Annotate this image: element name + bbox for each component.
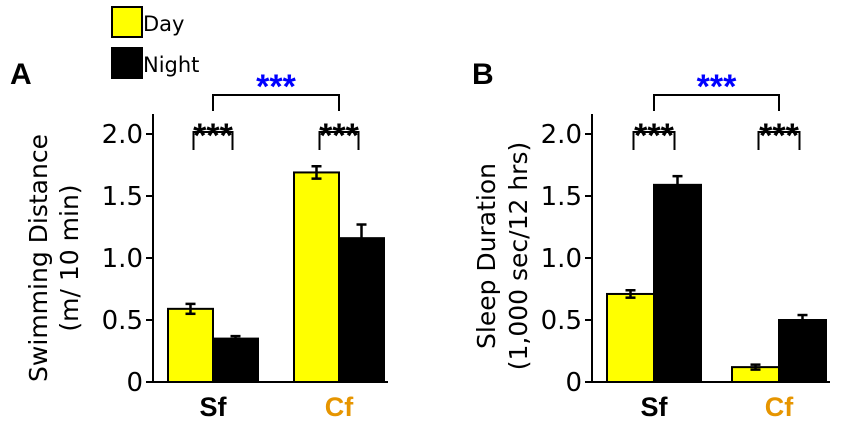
legend-swatch-night <box>111 47 143 79</box>
significance-stars-cf: *** <box>319 117 359 155</box>
y-tick-label: 0.5 <box>102 306 143 336</box>
panel-a: A Swimming Distance (m/ 10 min) 0 0.5 1.0 1.5 2… <box>10 58 388 422</box>
bar-night-sf <box>653 183 702 383</box>
y-tick-label: 0 <box>126 368 143 398</box>
significance-bracket-between <box>212 94 340 111</box>
legend-label-night: Night <box>143 53 199 77</box>
significance-stars-cf: *** <box>759 117 799 155</box>
y-tick-label: 1.0 <box>102 244 143 274</box>
category-label-sf: Sf <box>200 392 228 422</box>
significance-stars-between: *** <box>256 68 296 106</box>
significance-bracket-cf <box>318 131 360 150</box>
y-tick-label: 2.0 <box>102 120 143 150</box>
significance-bracket-sf <box>632 131 676 150</box>
significance-stars-between: *** <box>697 68 737 106</box>
y-axis-label: Swimming Distance <box>24 134 53 382</box>
y-axis-label-units: (1,000 sec/12 hrs) <box>504 142 533 371</box>
y-tick-label: 1.0 <box>541 244 582 274</box>
y-tick-label: 1.5 <box>102 182 143 212</box>
bar-night-cf <box>778 319 827 383</box>
significance-bracket-cf <box>757 131 801 150</box>
panel-b: B Sleep Duration (1,000 sec/12 hrs) 0 0.5 1.0… <box>472 58 830 422</box>
y-tick-label: 0 <box>565 368 582 398</box>
bar-day-sf <box>606 292 655 383</box>
legend-swatch-day <box>111 6 143 38</box>
y-tick-label: 2.0 <box>541 120 582 150</box>
legend: Day Night <box>111 6 199 79</box>
category-label-sf: Sf <box>641 392 669 422</box>
bar-night-cf <box>338 237 385 383</box>
bar-night-sf <box>212 337 259 384</box>
bar-day-cf <box>293 171 340 383</box>
bar-day-sf <box>167 307 214 383</box>
category-label-cf: Cf <box>325 392 354 422</box>
significance-stars-sf: *** <box>193 117 233 155</box>
category-label-cf: Cf <box>765 392 794 422</box>
y-tick-label: 0.5 <box>541 306 582 336</box>
legend-label-day: Day <box>143 12 184 36</box>
significance-stars-sf: *** <box>634 117 674 155</box>
panel-label: A <box>10 58 32 91</box>
y-axis-label-units: (m/ 10 min) <box>55 184 84 331</box>
significance-bracket-between <box>653 94 780 111</box>
y-axis-label: Sleep Duration <box>472 163 501 349</box>
significance-bracket-sf <box>192 131 234 150</box>
y-tick-label: 1.5 <box>541 182 582 212</box>
panel-label: B <box>472 58 494 91</box>
